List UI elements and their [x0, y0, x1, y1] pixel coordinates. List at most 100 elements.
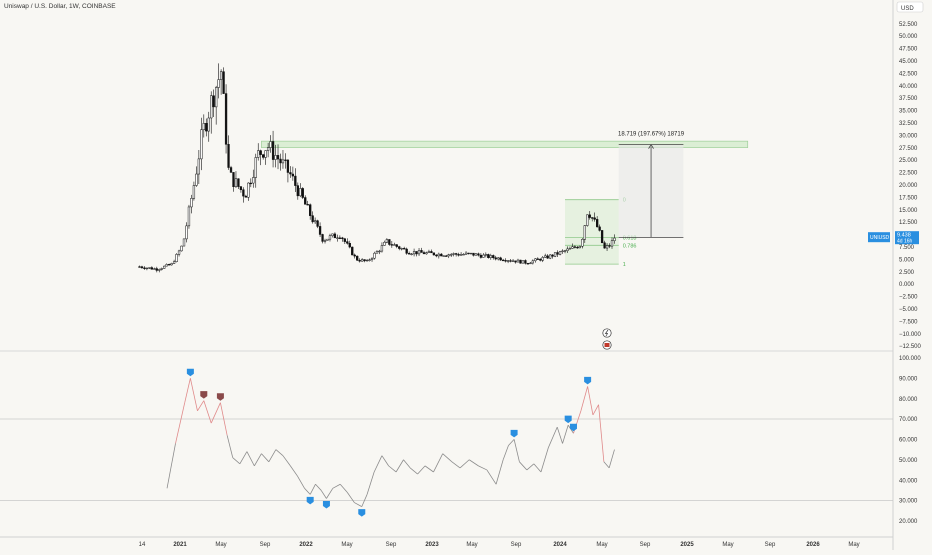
- candle[interactable]: [462, 254, 465, 256]
- candle[interactable]: [442, 255, 445, 257]
- candle[interactable]: [435, 254, 438, 257]
- candle[interactable]: [252, 177, 255, 184]
- candle[interactable]: [187, 206, 191, 227]
- candle[interactable]: [353, 254, 356, 257]
- candle[interactable]: [296, 185, 299, 197]
- candle[interactable]: [368, 259, 371, 261]
- candle[interactable]: [370, 257, 374, 261]
- candle[interactable]: [578, 246, 581, 249]
- candle[interactable]: [430, 251, 433, 254]
- candle[interactable]: [494, 257, 497, 260]
- rsi-bear-marker[interactable]: [200, 391, 208, 399]
- candle[interactable]: [348, 243, 351, 248]
- candle[interactable]: [190, 198, 193, 208]
- candle[interactable]: [504, 260, 507, 262]
- candle[interactable]: [484, 254, 487, 256]
- candle[interactable]: [356, 255, 359, 261]
- candle[interactable]: [360, 259, 364, 262]
- candle[interactable]: [195, 173, 198, 186]
- candle[interactable]: [457, 254, 460, 256]
- candle[interactable]: [279, 158, 282, 164]
- candle[interactable]: [608, 245, 611, 247]
- candle[interactable]: [600, 230, 604, 244]
- candle[interactable]: [450, 254, 453, 256]
- rsi-bull-marker[interactable]: [584, 376, 592, 385]
- candle[interactable]: [405, 248, 408, 254]
- candle[interactable]: [403, 248, 406, 250]
- candle[interactable]: [534, 258, 537, 262]
- candle[interactable]: [192, 185, 196, 199]
- candle[interactable]: [232, 172, 235, 187]
- candle[interactable]: [341, 237, 344, 239]
- candle[interactable]: [259, 150, 262, 155]
- candle[interactable]: [224, 93, 228, 145]
- candle[interactable]: [539, 258, 542, 261]
- candle[interactable]: [427, 251, 431, 253]
- candle[interactable]: [257, 150, 260, 158]
- candle[interactable]: [172, 261, 176, 264]
- candle[interactable]: [219, 71, 223, 80]
- candle[interactable]: [588, 214, 591, 218]
- candle[interactable]: [318, 226, 322, 235]
- candle[interactable]: [160, 268, 163, 270]
- candle[interactable]: [239, 186, 243, 190]
- candle[interactable]: [309, 204, 312, 216]
- candle[interactable]: [299, 188, 302, 197]
- currency-badge[interactable]: [896, 1, 924, 13]
- candle[interactable]: [556, 252, 559, 255]
- candle[interactable]: [536, 258, 539, 260]
- rsi-bull-marker[interactable]: [510, 429, 518, 438]
- candle[interactable]: [482, 254, 485, 258]
- candle[interactable]: [289, 172, 292, 175]
- last-price-tag[interactable]: [895, 231, 919, 245]
- candle[interactable]: [316, 220, 319, 227]
- fib-box[interactable]: [565, 199, 619, 265]
- candle[interactable]: [544, 255, 547, 258]
- rsi-bull-marker[interactable]: [564, 415, 572, 424]
- rsi-bull-marker[interactable]: [186, 368, 194, 377]
- candle[interactable]: [603, 242, 606, 249]
- candle[interactable]: [407, 253, 411, 255]
- candle[interactable]: [568, 248, 572, 250]
- candle[interactable]: [170, 263, 173, 266]
- candle[interactable]: [326, 238, 329, 241]
- candle[interactable]: [610, 240, 614, 247]
- candle[interactable]: [148, 267, 151, 269]
- candle[interactable]: [168, 264, 171, 266]
- candle[interactable]: [519, 259, 522, 264]
- candle[interactable]: [197, 158, 201, 175]
- candle[interactable]: [521, 260, 525, 264]
- candle[interactable]: [502, 259, 505, 262]
- candle[interactable]: [165, 264, 168, 267]
- candle[interactable]: [596, 219, 599, 228]
- candle[interactable]: [313, 220, 317, 223]
- candle[interactable]: [524, 260, 527, 264]
- candle[interactable]: [343, 238, 346, 242]
- candle[interactable]: [437, 253, 440, 257]
- candle[interactable]: [467, 252, 470, 255]
- candle[interactable]: [388, 239, 391, 245]
- candle[interactable]: [613, 237, 616, 241]
- candle[interactable]: [234, 178, 238, 187]
- candle[interactable]: [459, 254, 463, 256]
- candle[interactable]: [321, 234, 324, 242]
- candle[interactable]: [217, 79, 220, 88]
- candle[interactable]: [526, 263, 530, 265]
- candle[interactable]: [311, 215, 314, 223]
- rsi-bull-marker[interactable]: [569, 423, 577, 432]
- candle[interactable]: [346, 241, 349, 244]
- candle[interactable]: [153, 268, 156, 270]
- candle[interactable]: [242, 189, 245, 197]
- candle[interactable]: [417, 250, 421, 255]
- candle[interactable]: [452, 253, 455, 255]
- candle[interactable]: [454, 253, 458, 255]
- candle[interactable]: [249, 182, 252, 185]
- candle[interactable]: [605, 245, 609, 249]
- candle[interactable]: [583, 225, 586, 240]
- candle[interactable]: [390, 244, 393, 246]
- candle[interactable]: [378, 250, 381, 253]
- candle[interactable]: [306, 204, 309, 206]
- candle[interactable]: [385, 239, 389, 243]
- candle[interactable]: [333, 233, 337, 239]
- candle[interactable]: [514, 260, 517, 263]
